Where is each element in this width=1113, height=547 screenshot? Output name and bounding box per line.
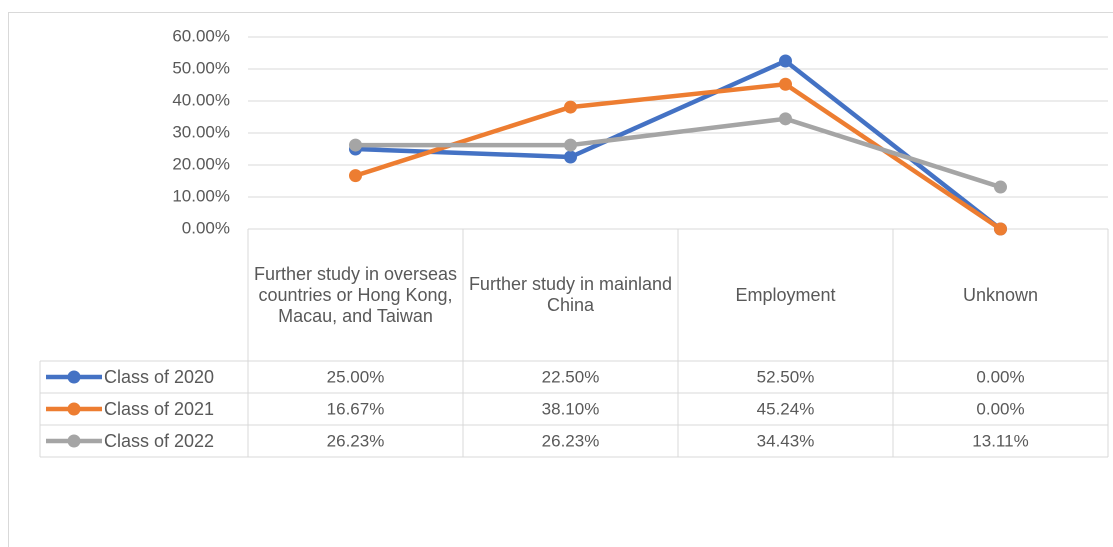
data-label: 26.23% bbox=[327, 431, 385, 450]
data-label: 34.43% bbox=[757, 431, 815, 450]
legend-marker bbox=[67, 370, 81, 384]
y-tick-label: 10.00% bbox=[172, 186, 230, 205]
data-label: 13.11% bbox=[972, 431, 1028, 450]
legend-label: Class of 2020 bbox=[104, 367, 214, 387]
data-label: 26.23% bbox=[542, 431, 600, 450]
y-tick-label: 60.00% bbox=[172, 26, 230, 45]
data-point bbox=[349, 169, 362, 183]
category-label: Further study in mainland China bbox=[468, 274, 673, 315]
data-point bbox=[779, 77, 792, 91]
data-label: 16.67% bbox=[327, 399, 385, 418]
series-line bbox=[354, 81, 1002, 231]
series-line bbox=[355, 116, 1002, 190]
data-label: 0.00% bbox=[976, 399, 1024, 418]
legend-label: Class of 2022 bbox=[104, 431, 214, 451]
y-tick-label: 0.00% bbox=[182, 218, 230, 237]
data-point bbox=[779, 54, 792, 68]
category-label: Further study in overseas countries or H… bbox=[253, 263, 458, 326]
data-point bbox=[564, 100, 577, 114]
data-point bbox=[564, 138, 577, 152]
data-label: 0.00% bbox=[976, 367, 1024, 386]
legend-marker bbox=[67, 434, 81, 448]
data-point bbox=[564, 150, 577, 164]
y-tick-label: 30.00% bbox=[172, 122, 230, 141]
legend-marker bbox=[67, 402, 81, 416]
legend-label: Class of 2021 bbox=[104, 399, 214, 419]
data-point bbox=[779, 112, 792, 126]
data-label: 22.50% bbox=[542, 367, 600, 386]
data-label: 45.24% bbox=[757, 399, 815, 418]
data-point bbox=[349, 138, 362, 152]
y-tick-label: 40.00% bbox=[172, 90, 230, 109]
data-point bbox=[994, 222, 1007, 236]
series-line bbox=[355, 58, 1002, 231]
data-label: 25.00% bbox=[327, 367, 385, 386]
y-tick-label: 20.00% bbox=[172, 154, 230, 173]
y-tick-label: 50.00% bbox=[172, 58, 230, 77]
category-label: Unknown bbox=[962, 284, 1039, 305]
data-label: 52.50% bbox=[757, 367, 815, 386]
data-point bbox=[994, 180, 1007, 194]
chart-border bbox=[8, 12, 1113, 547]
category-label: Employment bbox=[735, 284, 836, 305]
data-label: 38.10% bbox=[542, 399, 600, 418]
